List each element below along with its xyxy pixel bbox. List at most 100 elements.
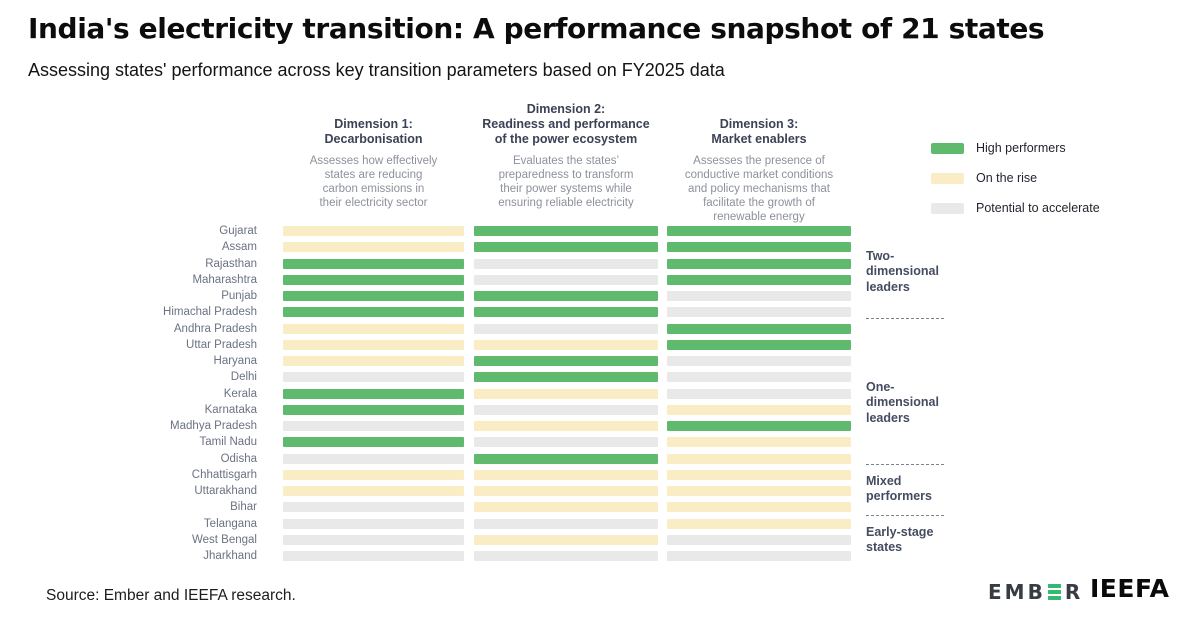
bar-dimension-2 <box>474 274 658 285</box>
bar-dimension-3 <box>667 242 851 253</box>
state-row: Tamil Nadu <box>0 434 851 450</box>
state-row: Bihar <box>0 499 851 515</box>
dimension-header-2: Dimension 2: Readiness and performance o… <box>474 101 658 224</box>
bar-dimension-1 <box>283 437 464 448</box>
legend-label: On the rise <box>976 171 1038 185</box>
bar-dimension-1 <box>283 502 464 513</box>
bar-dimension-2 <box>474 339 658 350</box>
state-label: West Bengal <box>192 533 257 546</box>
state-label: Rajasthan <box>205 257 257 270</box>
bar-dimension-2 <box>474 291 658 302</box>
bar-dimension-2 <box>474 551 658 562</box>
group-label-one-dimensional-leaders: One- dimensional leaders <box>866 380 939 425</box>
bar-dimension-2 <box>474 534 658 545</box>
bar-dimension-2 <box>474 518 658 529</box>
bar-dimension-3 <box>667 226 851 237</box>
state-label: Punjab <box>221 290 257 303</box>
state-label: Bihar <box>230 501 257 514</box>
state-label: Karnataka <box>204 403 257 416</box>
state-row: Telangana <box>0 516 851 532</box>
state-row: Gujarat <box>0 223 851 239</box>
state-row: Himachal Pradesh <box>0 304 851 320</box>
bar-dimension-2 <box>474 437 658 448</box>
bar-dimension-3 <box>667 421 851 432</box>
bar-dimension-1 <box>283 323 464 334</box>
bar-dimension-3 <box>667 437 851 448</box>
state-label: Telangana <box>203 517 257 530</box>
bar-dimension-3 <box>667 502 851 513</box>
legend-item: High performers <box>931 141 1100 155</box>
state-label: Haryana <box>213 355 257 368</box>
dimension-header-3: Dimension 3: Market enablers Assesses th… <box>667 101 851 224</box>
state-row: West Bengal <box>0 532 851 548</box>
bar-dimension-1 <box>283 534 464 545</box>
ember-logo-text-left: EMB <box>988 580 1046 604</box>
bar-dimension-3 <box>667 534 851 545</box>
state-row: Uttarakhand <box>0 483 851 499</box>
bar-dimension-2 <box>474 486 658 497</box>
legend-item: Potential to accelerate <box>931 201 1100 215</box>
group-separator-line <box>866 515 944 516</box>
state-label: Andhra Pradesh <box>173 322 257 335</box>
bar-dimension-3 <box>667 486 851 497</box>
bar-dimension-2 <box>474 356 658 367</box>
bar-dimension-2 <box>474 242 658 253</box>
bar-dimension-3 <box>667 356 851 367</box>
state-row: Karnataka <box>0 402 851 418</box>
state-row: Odisha <box>0 451 851 467</box>
state-rows: Gujarat Assam Rajasthan Maharashtra Punj <box>0 223 851 564</box>
dimension-2-description: Evaluates the states’ preparedness to tr… <box>498 155 634 210</box>
dimension-3-description: Assesses the presence of conductive mark… <box>684 155 834 224</box>
bar-dimension-3 <box>667 518 851 529</box>
state-label: Odisha <box>220 452 257 465</box>
bar-dimension-3 <box>667 258 851 269</box>
bar-dimension-1 <box>283 339 464 350</box>
state-row: Rajasthan <box>0 256 851 272</box>
page-subtitle: Assessing states' performance across key… <box>28 60 725 80</box>
state-label: Tamil Nadu <box>199 436 257 449</box>
state-label: Gujarat <box>219 225 257 238</box>
state-row: Madhya Pradesh <box>0 418 851 434</box>
bar-dimension-2 <box>474 453 658 464</box>
bar-dimension-2 <box>474 421 658 432</box>
bar-dimension-1 <box>283 404 464 415</box>
bar-dimension-2 <box>474 372 658 383</box>
state-row: Delhi <box>0 369 851 385</box>
group-separator-line <box>866 318 944 319</box>
group-label-early-stage-states: Early-stage states <box>866 525 934 555</box>
bar-dimension-3 <box>667 453 851 464</box>
state-label: Uttar Pradesh <box>186 338 257 351</box>
state-label: Chhattisgarh <box>191 468 257 481</box>
source-text: Source: Ember and IEEFA research. <box>46 587 296 604</box>
state-label: Madhya Pradesh <box>170 420 257 433</box>
state-label: Jharkhand <box>203 550 257 563</box>
bar-dimension-2 <box>474 258 658 269</box>
bar-dimension-1 <box>283 242 464 253</box>
bar-dimension-2 <box>474 307 658 318</box>
ember-logo-text-right: R <box>1064 580 1084 604</box>
bar-dimension-1 <box>283 274 464 285</box>
legend-swatch <box>931 142 964 154</box>
dimension-1-title: Dimension 1: Decarbonisation <box>324 117 423 146</box>
legend-swatch <box>931 172 964 184</box>
bar-dimension-1 <box>283 421 464 432</box>
legend-swatch <box>931 202 964 214</box>
bar-dimension-1 <box>283 518 464 529</box>
bar-dimension-2 <box>474 388 658 399</box>
state-label: Kerala <box>223 387 257 400</box>
state-label: Himachal Pradesh <box>163 306 257 319</box>
group-separator-line <box>866 464 944 465</box>
bar-dimension-1 <box>283 307 464 318</box>
state-row: Jharkhand <box>0 548 851 564</box>
state-row: Chhattisgarh <box>0 467 851 483</box>
bar-dimension-1 <box>283 356 464 367</box>
state-row: Andhra Pradesh <box>0 321 851 337</box>
dimension-1-description: Assesses how effectively states are redu… <box>309 155 438 210</box>
bar-dimension-1 <box>283 388 464 399</box>
bar-dimension-3 <box>667 323 851 334</box>
page-title: India's electricity transition: A perfor… <box>28 12 1045 45</box>
dimension-header-1: Dimension 1: Decarbonisation Assesses ho… <box>283 101 464 224</box>
state-row: Maharashtra <box>0 272 851 288</box>
bar-dimension-3 <box>667 307 851 318</box>
